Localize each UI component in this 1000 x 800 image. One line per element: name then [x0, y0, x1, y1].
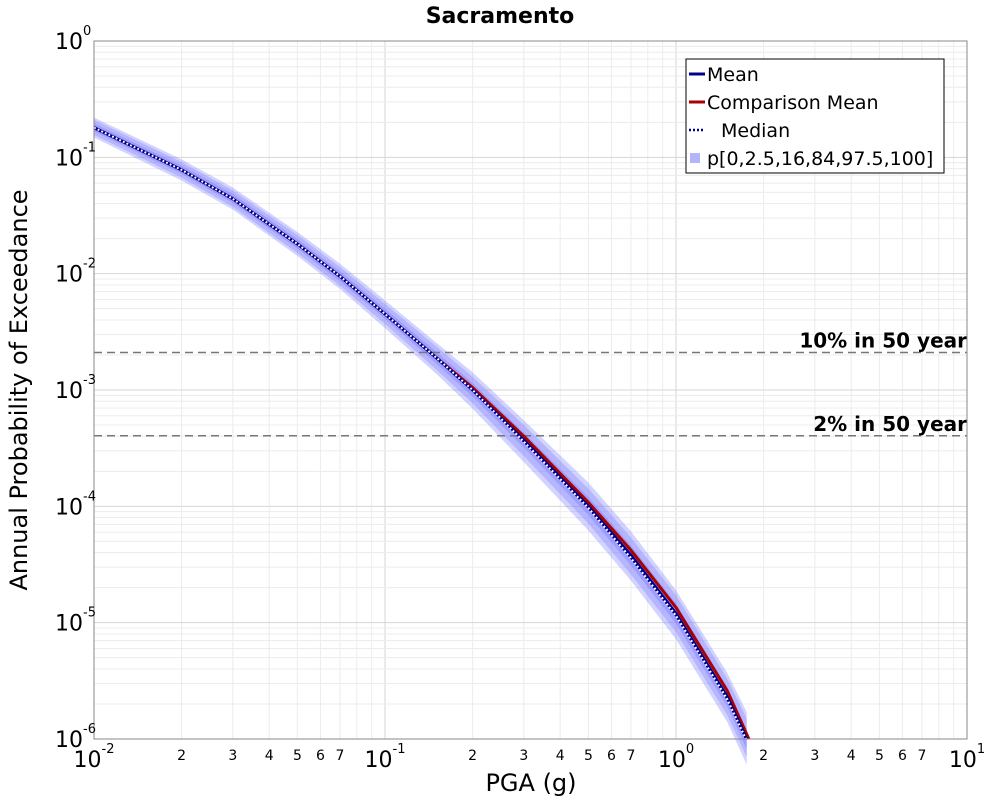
y-major-tick-label: 10-1: [55, 140, 96, 171]
x-minor-tick-label: 4: [265, 748, 274, 764]
y-major-tick-label: 10-6: [55, 722, 96, 753]
reference-line-label: 2% in 50 year: [813, 412, 967, 436]
x-major-tick-exp: -1: [393, 742, 406, 757]
x-axis-label: PGA (g): [485, 769, 576, 797]
series-line-median: [93, 126, 747, 740]
x-minor-tick-label: 3: [228, 748, 237, 764]
y-axis-label: Annual Probability of Exceedance: [5, 189, 33, 590]
y-major-tick-base: 10: [55, 263, 83, 288]
legend: Mean Comparison Mean Median p[0,2.5,16,84,9…: [685, 58, 945, 174]
series-line-median-dots: [93, 126, 747, 740]
x-major-tick-exp: 1: [977, 742, 985, 757]
x-major-tick-label: 101: [949, 742, 985, 773]
x-minor-tick-label: 5: [293, 748, 302, 764]
x-minor-tick-label: 2: [468, 748, 477, 764]
x-major-tick-base: 10: [365, 748, 393, 773]
y-major-tick-base: 10: [55, 146, 83, 171]
y-major-tick-label: 10-5: [55, 606, 96, 637]
y-major-tick-base: 10: [55, 495, 83, 520]
x-major-tick-exp: -2: [102, 742, 115, 757]
y-major-tick-exp: -4: [83, 489, 96, 504]
y-major-tick-label: 10-3: [55, 373, 96, 404]
legend-swatch-patch: [690, 153, 700, 163]
reference-lines: 10% in 50 year 2% in 50 year: [94, 329, 967, 437]
x-minor-tick-label: 7: [335, 748, 344, 764]
x-minor-tick-label: 6: [607, 748, 616, 764]
x-minor-tick-label: 3: [810, 748, 819, 764]
y-major-tick-base: 10: [55, 30, 83, 55]
x-major-tick-base: 10: [949, 748, 977, 773]
y-major-tick-label: 100: [55, 24, 91, 55]
x-major-tick-exp: 0: [686, 742, 694, 757]
y-major-tick-exp: 0: [83, 24, 91, 39]
x-minor-tick-label: 2: [177, 748, 186, 764]
x-minor-tick-label: 6: [898, 748, 907, 764]
x-major-tick-label: 100: [658, 742, 694, 773]
x-minor-tick-label: 3: [519, 748, 528, 764]
chart-title: Sacramento: [426, 4, 575, 29]
x-major-tick-label: 10-1: [365, 742, 406, 773]
y-major-tick-label: 10-4: [55, 489, 96, 520]
y-major-tick-exp: -1: [83, 140, 96, 155]
x-major-tick-label: 10-2: [74, 742, 115, 773]
x-major-tick-base: 10: [74, 748, 102, 773]
y-major-tick-base: 10: [55, 728, 83, 753]
legend-label: p[0,2.5,16,84,97.5,100]: [707, 148, 933, 170]
x-minor-tick-label: 5: [584, 748, 593, 764]
x-minor-tick-label: 4: [556, 748, 565, 764]
x-minor-tick-label: 6: [316, 748, 325, 764]
legend-label: Comparison Mean: [707, 92, 879, 114]
legend-label: Median: [721, 120, 790, 142]
x-minor-tick-label: 5: [875, 748, 884, 764]
legend-label: Mean: [707, 64, 759, 86]
series-lines: [93, 126, 751, 740]
x-major-tick-base: 10: [658, 748, 686, 773]
plot-frame: [93, 40, 968, 740]
x-minor-tick-label: 7: [626, 748, 635, 764]
y-major-tick-exp: -3: [83, 373, 96, 388]
y-major-tick-exp: -6: [83, 722, 96, 737]
y-major-tick-exp: -5: [83, 606, 96, 621]
x-minor-tick-label: 2: [759, 748, 768, 764]
x-minor-tick-label: 4: [847, 748, 856, 764]
reference-line-label: 10% in 50 year: [799, 329, 967, 353]
y-major-tick-exp: -2: [83, 257, 96, 272]
legend-box: [685, 58, 945, 174]
grid-lines: [93, 41, 967, 740]
y-major-tick-base: 10: [55, 379, 83, 404]
y-major-tick-base: 10: [55, 612, 83, 637]
x-minor-tick-label: 7: [917, 748, 926, 764]
y-major-tick-label: 10-2: [55, 257, 96, 288]
